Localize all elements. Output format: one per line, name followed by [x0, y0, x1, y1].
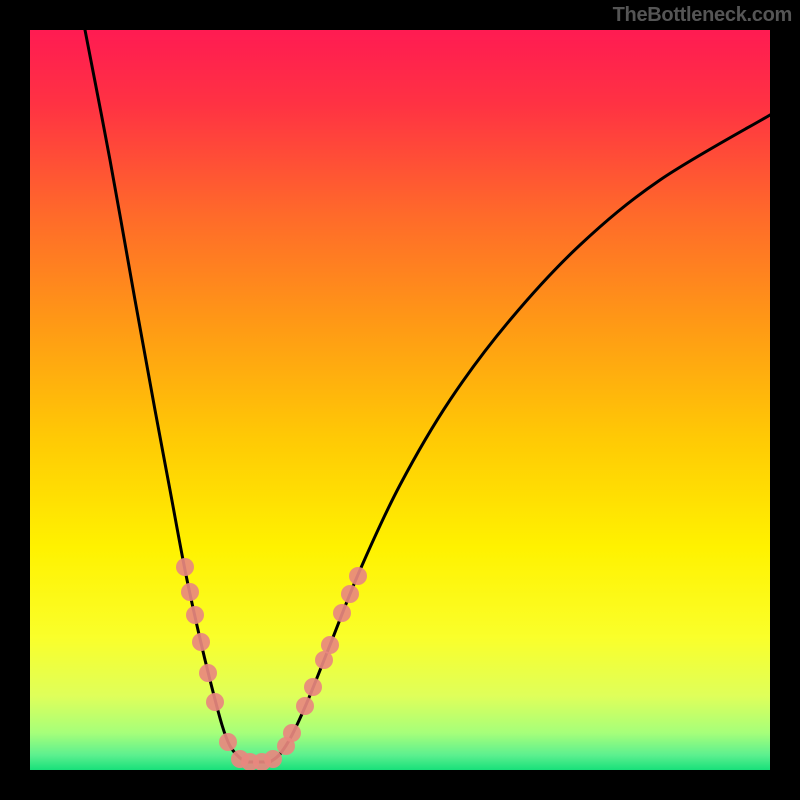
marker-point	[181, 583, 199, 601]
marker-point	[321, 636, 339, 654]
marker-point	[206, 693, 224, 711]
marker-point	[192, 633, 210, 651]
marker-point	[219, 733, 237, 751]
marker-point	[186, 606, 204, 624]
marker-point	[333, 604, 351, 622]
bottleneck-chart	[30, 30, 770, 770]
outer-frame: TheBottleneck.com	[0, 0, 800, 800]
watermark-text: TheBottleneck.com	[613, 4, 792, 27]
marker-point	[341, 585, 359, 603]
marker-point	[304, 678, 322, 696]
marker-point	[199, 664, 217, 682]
plot-area	[30, 30, 770, 770]
gradient-background	[30, 30, 770, 770]
marker-point	[296, 697, 314, 715]
marker-point	[176, 558, 194, 576]
marker-point	[264, 750, 282, 768]
marker-point	[349, 567, 367, 585]
marker-point	[283, 724, 301, 742]
